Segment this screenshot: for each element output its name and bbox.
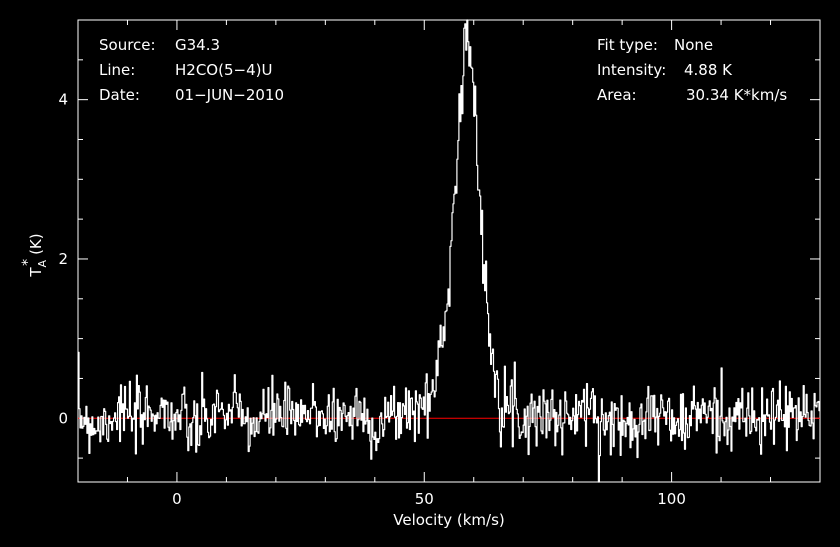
plot-frame [77, 19, 821, 483]
info-left: Source: G34.3 Line: H2CO(5−4)U Date: 01−… [99, 36, 284, 104]
y-label-sub: A [36, 259, 49, 267]
line-label: Line: [99, 61, 135, 79]
date-value: 01−JUN−2010 [175, 86, 284, 104]
source-label: Source: [99, 36, 156, 54]
spectrum-line [78, 19, 820, 483]
info-right: Fit type: None Intensity: 4.88 K Area: 3… [597, 36, 787, 104]
area-value: 30.34 K*km/s [686, 86, 787, 104]
x-tick-label: 100 [657, 490, 686, 508]
x-axis-label: Velocity (km/s) [393, 511, 504, 529]
x-tick-labels: 0 50 100 [172, 490, 686, 508]
fit-type-label: Fit type: [597, 36, 658, 54]
x-tick-label: 50 [415, 490, 434, 508]
y-tick-label: 2 [58, 250, 68, 268]
axis-ticks [77, 19, 821, 482]
intensity-value: 4.88 K [684, 61, 733, 79]
area-label: Area: [597, 86, 637, 104]
y-tick-label: 0 [58, 409, 68, 427]
y-tick-label: 4 [58, 91, 68, 109]
date-label: Date: [99, 86, 140, 104]
fit-type-value: None [674, 36, 713, 54]
line-value: H2CO(5−4)U [175, 61, 272, 79]
x-tick-label: 0 [172, 490, 182, 508]
y-axis-label: TA* (K) [20, 233, 49, 277]
y-label-main: T [27, 267, 45, 278]
source-value: G34.3 [175, 36, 220, 54]
y-tick-labels: 0 2 4 [58, 91, 68, 428]
y-axis-label-text: TA* (K) [20, 233, 49, 277]
y-label-unit: (K) [27, 233, 45, 255]
intensity-label: Intensity: [597, 61, 666, 79]
y-label-sup: * [20, 259, 36, 266]
